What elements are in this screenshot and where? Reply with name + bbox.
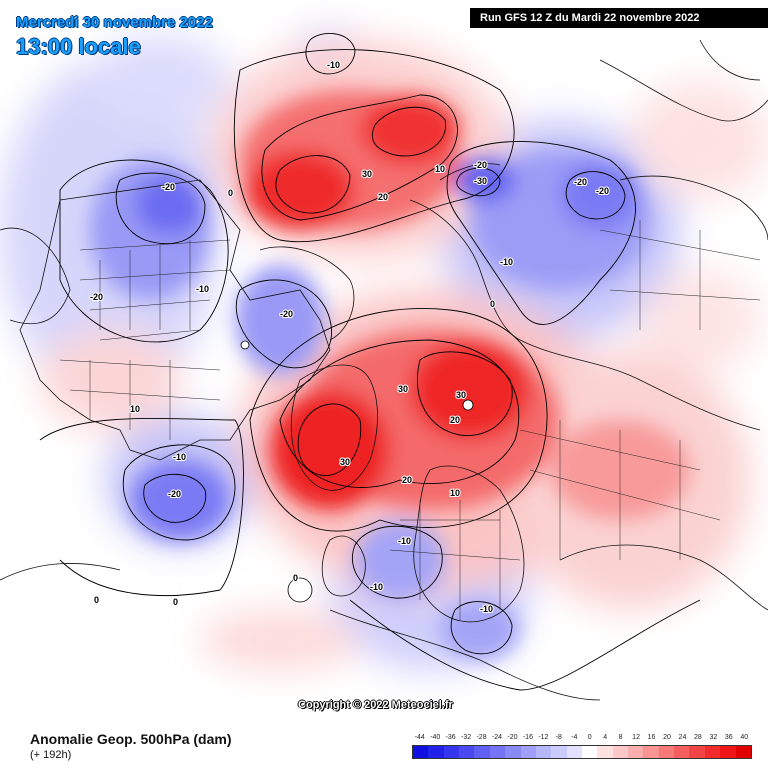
contour-label: 0: [173, 597, 178, 607]
scale-tick-label: 4: [603, 734, 608, 741]
contour-label: 30: [398, 384, 408, 394]
scale-tick-labels: -44 -40 -36 -32 -28 -24 -20 -16 -12 -8 -4 0 4 8 12 16 20…: [412, 734, 752, 744]
scale-swatch: [612, 746, 629, 758]
contour-label: 0: [228, 188, 233, 198]
scale-tick-label: -32: [461, 734, 472, 741]
scale-swatch: [720, 746, 736, 758]
contour-label: -10: [196, 284, 209, 294]
scale-swatch: [443, 746, 460, 758]
contour-label: -10: [370, 582, 383, 592]
forecast-local-time: 13:00 locale: [16, 34, 141, 59]
contour-label: -20: [474, 160, 487, 170]
contour-label: 20: [450, 415, 460, 425]
contour-label: 0: [490, 299, 495, 309]
scale-swatch: [735, 746, 751, 758]
contour-label: 0: [293, 573, 298, 583]
contour-label: -10: [327, 60, 340, 70]
scale-tick-label: -16: [522, 734, 533, 741]
scale-swatch: [413, 746, 429, 758]
contour-label: 10: [435, 164, 445, 174]
contour-label: -20: [574, 177, 587, 187]
contour-label: -10: [480, 604, 493, 614]
contour-label: -10: [398, 536, 411, 546]
scale-swatch: [566, 746, 582, 758]
contour-label: -20: [280, 309, 293, 319]
scale-tick-label: -44: [414, 734, 425, 741]
contour-labels: -10 -20 -20 -10 -20 -10 -20 -10 -20 10 0…: [89, 59, 610, 615]
scale-tick-label: 20: [663, 734, 671, 741]
scale-swatch: [597, 746, 613, 758]
scale-tick-label: -12: [538, 734, 549, 741]
contour-label: -10: [173, 452, 186, 462]
contour-label: 20: [378, 192, 388, 202]
model-run-info: Run GFS 12 Z du Mardi 22 novembre 2022: [470, 8, 768, 28]
scale-swatch: [459, 746, 475, 758]
contour-label: 30: [340, 457, 350, 467]
lead-time: (+ 192h): [30, 749, 72, 761]
scale-swatch: [520, 746, 536, 758]
contour-lines: [39, 33, 701, 691]
scale-tick-label: -36: [445, 734, 456, 741]
anomaly-cores: [90, 90, 690, 660]
scale-tick-label: -28: [476, 734, 487, 741]
scale-tick-label: 16: [647, 734, 656, 741]
scale-tick-label: -8: [555, 734, 562, 741]
anomaly-map: -10 -20 -20 -10 -20 -10 -20 -10 -20 10 0…: [0, 30, 768, 701]
copyright-notice: Copyright © 2022 Meteociel.fr: [298, 699, 453, 711]
scale-swatch: [474, 746, 490, 758]
contour-label: 0: [94, 595, 99, 605]
scale-swatch: [428, 746, 444, 758]
contour-label: 30: [362, 169, 372, 179]
scale-tick-label: -20: [507, 734, 518, 741]
scale-tick-label: 32: [709, 734, 718, 741]
contour-label: 10: [450, 488, 460, 498]
contour-label: 30: [456, 390, 466, 400]
scale-swatch: [551, 746, 567, 758]
contour-label: -20: [90, 292, 103, 302]
contour-label: 10: [130, 404, 140, 414]
scale-tick-label: -24: [491, 734, 503, 741]
scale-swatch: [505, 746, 521, 758]
scale-tick-label: 0: [587, 734, 592, 741]
scale-tick-label: 36: [724, 734, 733, 741]
scale-swatch: [643, 746, 659, 758]
forecast-date: Mercredi 30 novembre 2022: [16, 14, 213, 31]
scale-color-bar: [412, 745, 752, 759]
contour-label: -20: [596, 186, 609, 196]
scale-swatch: [674, 746, 690, 758]
product-title: Anomalie Geop. 500hPa (dam): [30, 731, 232, 747]
contour-label: -20: [162, 182, 175, 192]
scale-tick-label: 40: [740, 734, 749, 741]
small-islands: [240, 340, 474, 603]
color-scale-legend: -44 -40 -36 -32 -28 -24 -20 -16 -12 -8 -4 0 4 8 12 16 20…: [412, 734, 752, 764]
scale-swatch: [535, 746, 552, 758]
scale-swatch: [658, 746, 675, 758]
contour-label: -30: [474, 176, 487, 186]
scale-tick-label: 8: [618, 734, 623, 741]
scale-swatch: [581, 746, 598, 758]
scale-tick-label: -4: [571, 734, 578, 741]
scale-swatch: [704, 746, 721, 758]
scale-tick-label: -40: [430, 734, 441, 741]
contour-label: -20: [168, 489, 181, 499]
contour-label: 20: [402, 475, 412, 485]
borders: [59, 220, 761, 620]
scale-tick-label: 12: [632, 734, 640, 741]
coastlines: [0, 39, 768, 701]
scale-swatch: [489, 746, 506, 758]
scale-swatch: [628, 746, 644, 758]
contour-label: -10: [500, 257, 513, 267]
scale-tick-label: 28: [694, 734, 702, 741]
scale-tick-label: 24: [678, 734, 687, 741]
scale-swatch: [689, 746, 705, 758]
